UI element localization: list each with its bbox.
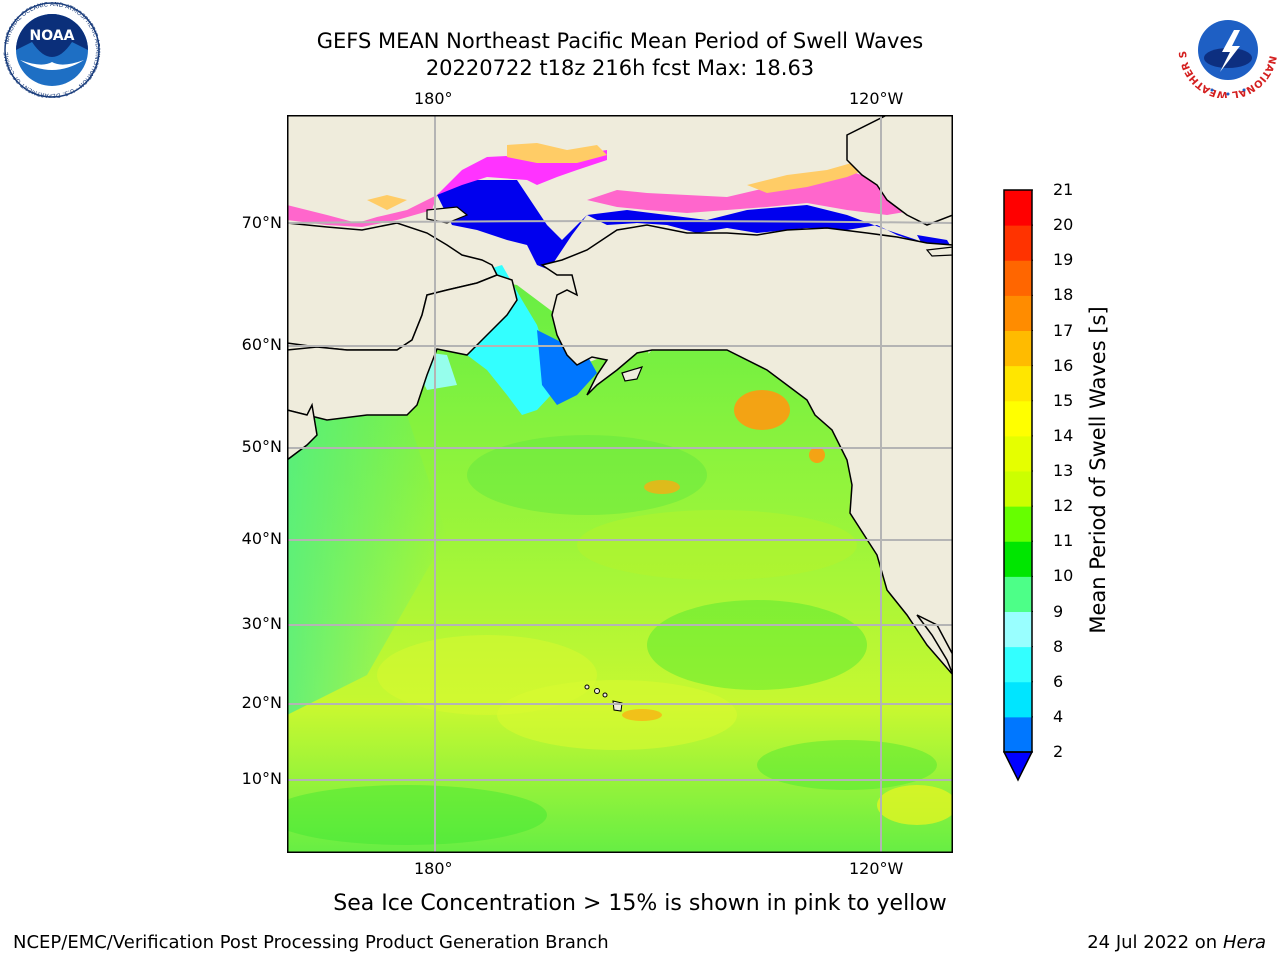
lon-label-top-180: 180°: [414, 89, 453, 108]
colorbar-tick-label: 17: [1053, 320, 1074, 340]
colorbar-segment: [1004, 646, 1032, 683]
land-arctic-islands: [846, 115, 953, 226]
colorbar-tick-label: 8: [1053, 636, 1064, 656]
hawaii-islands: [584, 684, 623, 712]
colorbar-tick-label: 16: [1053, 355, 1074, 375]
lat-label-20n: 20°N: [241, 693, 282, 712]
sea-ice-note: Sea Ice Concentration > 15% is shown in …: [333, 891, 947, 916]
land-chukotka: [287, 274, 518, 421]
colorbar-segment: [1004, 260, 1032, 296]
colorbar-tick-label: 11: [1053, 531, 1074, 551]
lat-label-50n: 50°N: [241, 437, 282, 456]
colorbar-segment: [1004, 435, 1032, 472]
colorbar-segment: [1004, 611, 1032, 648]
colorbar-tick-label: 19: [1053, 250, 1074, 270]
footer-credit: NCEP/EMC/Verification Post Processing Pr…: [13, 932, 609, 953]
lon-label-top-120w: 120°W: [849, 89, 904, 108]
colorbar-tick-label: 6: [1053, 671, 1064, 691]
land-kamchatka: [287, 402, 318, 461]
colorbar-segment: [1004, 681, 1032, 718]
colorbar: [1003, 187, 1033, 782]
nws-logo: NATIONAL WEATHER SERVICE: [1174, 0, 1278, 100]
colorbar-tick-label: 9: [1053, 601, 1064, 621]
map-gridlines: [287, 115, 953, 853]
colorbar-tick-label: 18: [1053, 285, 1074, 305]
noaa-logo: NATIONAL OCEANIC AND ATMOSPHERIC ADMINIS…: [0, 0, 102, 99]
noaa-logo-text: NOAA: [30, 28, 75, 44]
colorbar-tick-label: 13: [1053, 461, 1074, 480]
colorbar-segment: [1004, 576, 1032, 612]
colorbar-segment: [1004, 471, 1032, 507]
colorbar-segment: [1004, 716, 1032, 753]
lon-label-bottom-180: 180°: [414, 859, 453, 878]
colorbar-segment: [1004, 541, 1032, 577]
chart-title-line1: GEFS MEAN Northeast Pacific Mean Period …: [316, 29, 924, 53]
map-panel: [287, 115, 953, 853]
colorbar-segment: [1004, 506, 1032, 542]
ocean-arctic: [437, 180, 927, 273]
colorbar-tick-label: 20: [1053, 215, 1074, 235]
lat-label-60n: 60°N: [241, 335, 282, 354]
lat-label-70n: 70°N: [241, 213, 282, 232]
colorbar-tick-label: 2: [1053, 742, 1064, 761]
colorbar-ticks: 21 20 19 18 17 16 15 14 13 12 11 10 9 8 6 4 2: [1053, 0, 1093, 960]
chart-title-line2: 20220722 t18z 216h fcst Max: 18.63: [425, 56, 815, 80]
colorbar-segment: [1004, 295, 1032, 331]
footer-date-text: 24 Jul 2022 on: [1087, 932, 1223, 953]
footer-date: 24 Jul 2022 on Hera: [1087, 932, 1266, 954]
lat-label-40n: 40°N: [241, 529, 282, 548]
colorbar-segment: [1004, 365, 1032, 402]
colorbar-tick-label: 14: [1053, 425, 1074, 445]
lat-label-30n: 30°N: [241, 614, 282, 633]
colorbar-segment: [1004, 400, 1032, 437]
colorbar-tick-label: 12: [1053, 496, 1074, 516]
lat-label-10n: 10°N: [241, 769, 282, 788]
colorbar-tick-label: 15: [1053, 390, 1074, 410]
colorbar-segment: [1004, 190, 1032, 226]
colorbar-extend-min: [1003, 751, 1033, 782]
footer-host: Hera: [1222, 932, 1266, 953]
lon-label-bottom-120w: 120°W: [849, 859, 904, 878]
colorbar-tick-label: 10: [1053, 566, 1074, 586]
colorbar-tick-label: 21: [1053, 180, 1074, 199]
colorbar-segment: [1004, 225, 1032, 261]
colorbar-segment: [1004, 330, 1032, 367]
colorbar-tick-label: 4: [1053, 706, 1064, 726]
